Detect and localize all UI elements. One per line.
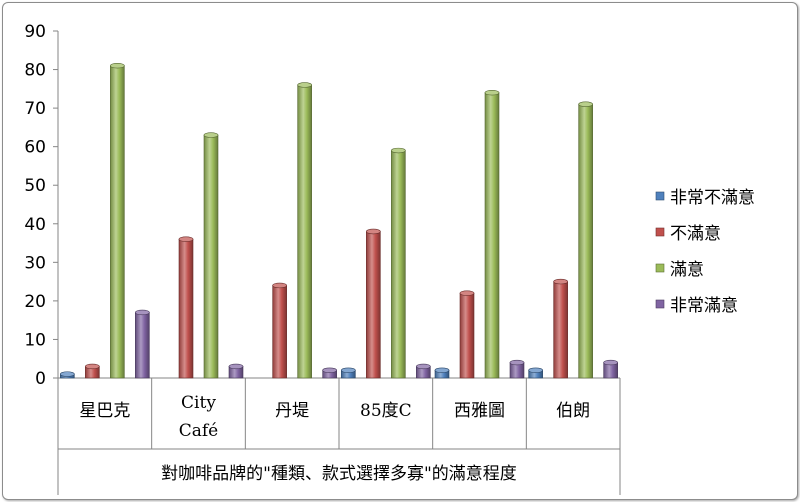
bar — [459, 292, 475, 379]
bar — [391, 150, 406, 379]
bar-top — [553, 278, 568, 285]
bar-top — [135, 309, 150, 316]
bar-top — [484, 89, 500, 96]
x-category-label: 星巴克 — [79, 401, 130, 421]
legend-label: 非常不滿意 — [670, 188, 755, 208]
bar — [110, 65, 125, 379]
y-tick-label: 80 — [24, 61, 46, 81]
bar-top — [178, 236, 194, 242]
legend-label: 非常滿意 — [670, 296, 738, 316]
chart-axes — [53, 30, 621, 495]
y-tick-label: 90 — [24, 22, 46, 42]
x-category-label: City Café — [179, 393, 219, 441]
bar-top — [459, 290, 475, 296]
bar-top — [60, 371, 75, 377]
bar-top — [416, 363, 431, 370]
x-category-label: 85度C — [360, 401, 412, 421]
bar-top — [228, 363, 244, 370]
y-tick-label: 0 — [35, 369, 46, 389]
bar — [297, 84, 312, 379]
legend-swatch — [655, 227, 665, 237]
bar-top — [366, 228, 381, 235]
bar-top — [578, 101, 593, 107]
legend-swatch — [655, 191, 665, 201]
bar-top — [110, 62, 125, 69]
y-tick-label: 40 — [24, 215, 46, 235]
y-tick-label: 10 — [24, 330, 46, 350]
bar-top — [203, 132, 219, 138]
bar — [484, 92, 500, 379]
bar-top — [322, 367, 337, 373]
bar-top — [603, 359, 618, 366]
legend-label: 滿意 — [670, 260, 704, 280]
x-axis-title: 對咖啡品牌的"種類、款式選擇多寡"的滿意程度 — [161, 464, 517, 484]
chart-bars — [60, 62, 618, 379]
x-category-label: 伯朗 — [556, 401, 590, 421]
bar-top — [272, 282, 287, 289]
y-tick-label: 60 — [24, 138, 46, 158]
bar — [366, 231, 381, 379]
bar-chart: 0 10 20 30 40 50 60 70 80 90 星巴克 City Café 丹堤 85度C 西雅圖 伯… — [24, 22, 755, 495]
y-tick-label: 20 — [24, 292, 46, 312]
x-category-label: 丹堤 — [275, 401, 309, 421]
legend-swatch — [655, 299, 665, 309]
bar — [578, 103, 593, 379]
bar — [203, 134, 219, 379]
bar — [553, 281, 568, 379]
bar-top — [434, 367, 450, 373]
bar — [178, 238, 194, 379]
bar-top — [391, 147, 406, 154]
bar-top — [509, 359, 525, 366]
bar — [272, 285, 287, 379]
bar-top — [85, 363, 100, 370]
chart-labels: 0 10 20 30 40 50 60 70 80 90 星巴克 City Café 丹堤 85度C 西雅圖 伯… — [24, 22, 590, 484]
legend-label: 不滿意 — [670, 224, 721, 244]
y-tick-label: 30 — [24, 253, 46, 273]
bar-top — [528, 367, 543, 373]
bar — [135, 312, 150, 379]
x-category-label: 西雅圖 — [454, 401, 505, 421]
bar-top — [341, 367, 356, 373]
y-tick-label: 70 — [24, 99, 46, 119]
bar-top — [297, 82, 312, 88]
y-tick-label: 50 — [24, 176, 46, 196]
legend-swatch — [655, 263, 665, 273]
